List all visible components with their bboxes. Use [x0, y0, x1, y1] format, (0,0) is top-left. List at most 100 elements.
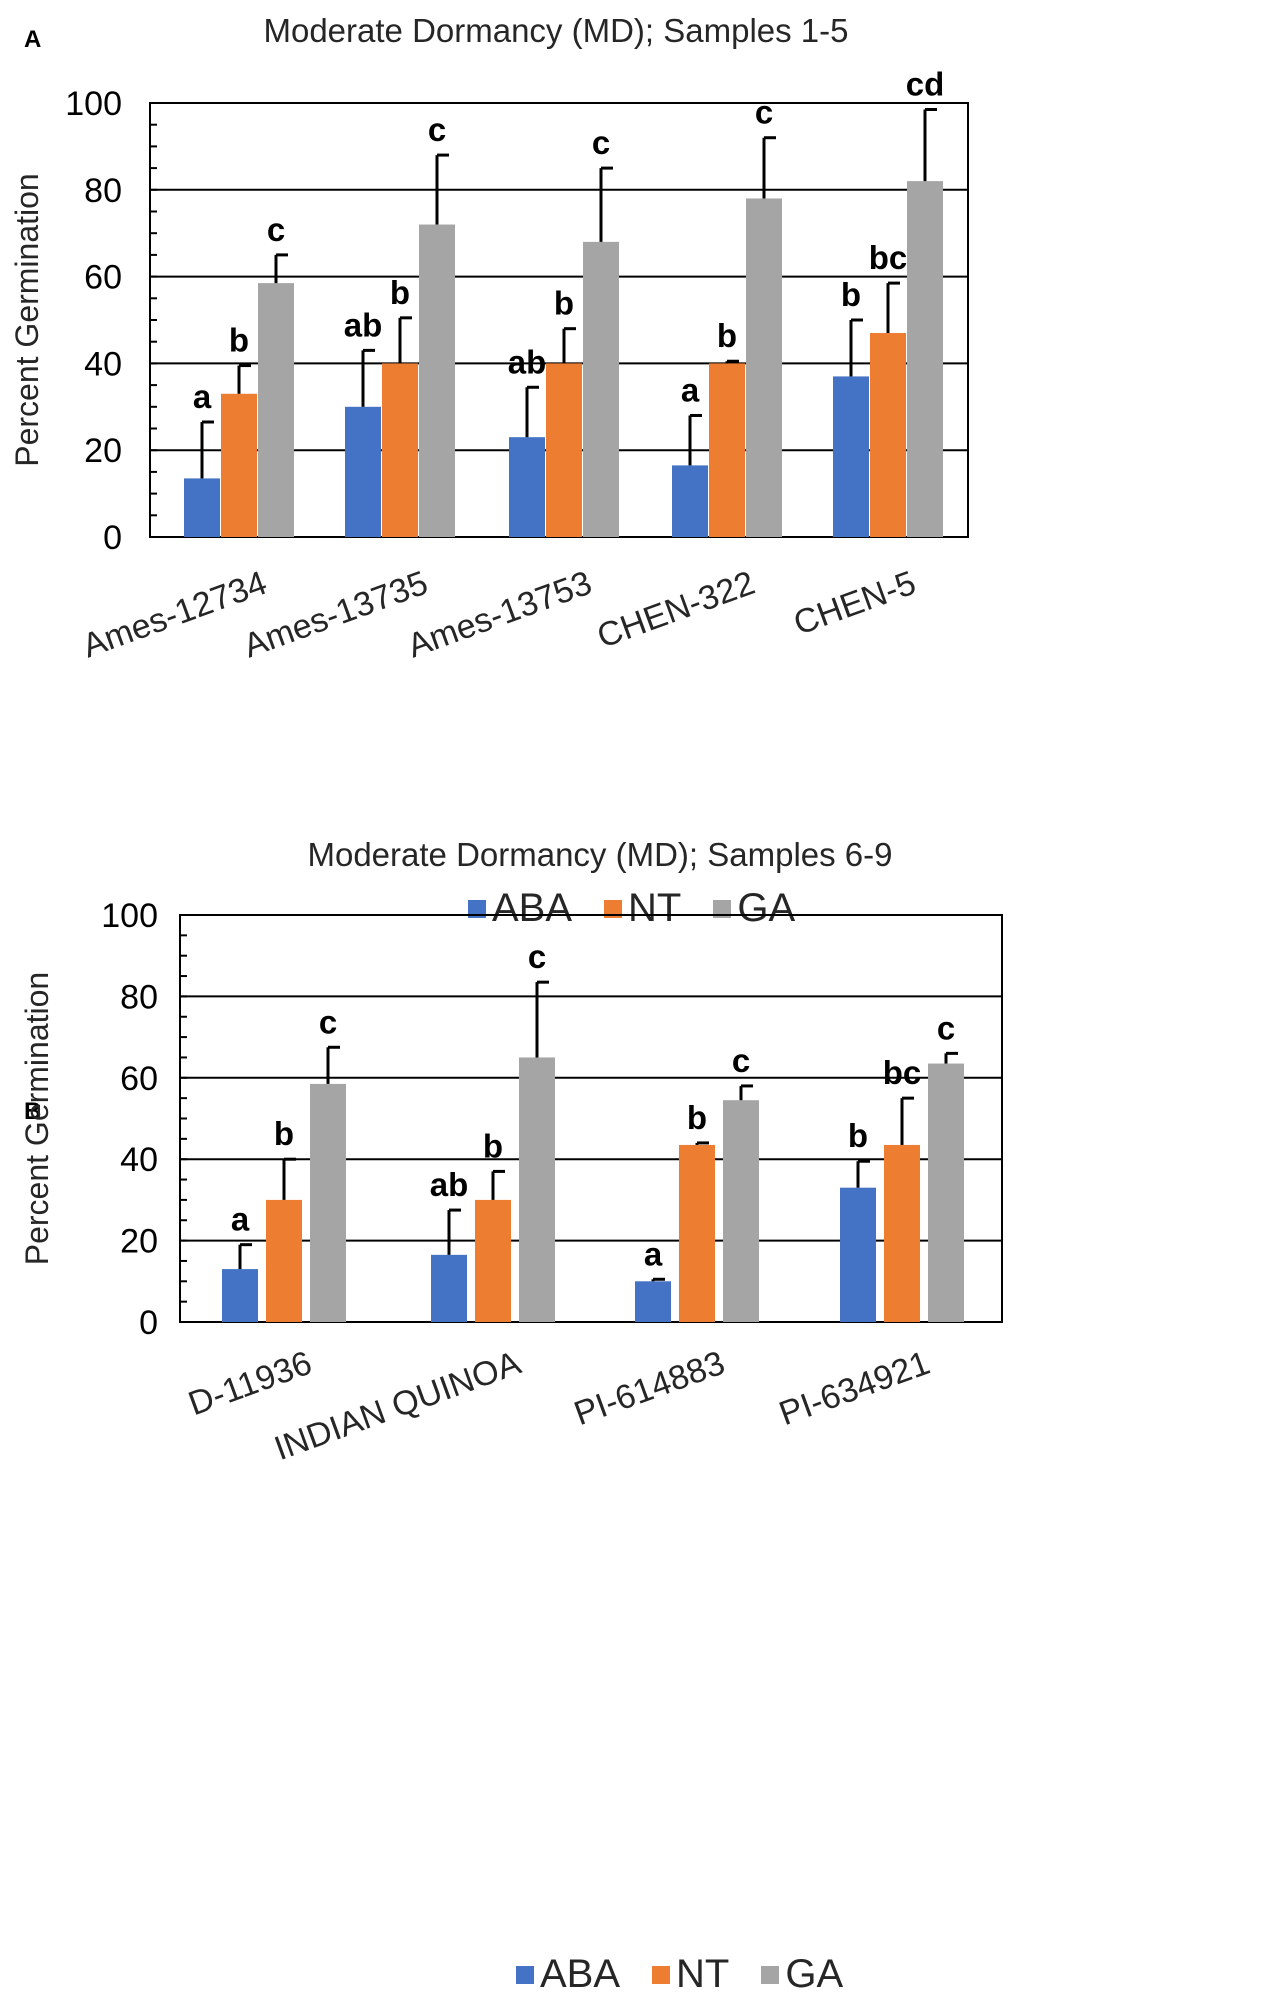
y-tick-label: 20 [84, 432, 122, 470]
significance-letter: c [592, 124, 610, 161]
legend-label-ga: GA [785, 1952, 844, 1996]
bar-aba-d-11936 [222, 1269, 258, 1322]
legend-item-ga: GA [761, 1952, 843, 1997]
y-tick-label: 100 [101, 897, 158, 935]
legend-swatch-ga [713, 899, 732, 918]
chart-panel-b: B Moderate Dormancy (MD); Samples 6-9 0 20… [0, 836, 1287, 1996]
bar-ga-indian-quinoa [519, 1057, 555, 1322]
bar-ga-pi-634921 [928, 1063, 964, 1322]
bar-ga-d-11936 [310, 1083, 346, 1322]
y-tick-label: 80 [84, 172, 122, 210]
significance-letter: b [274, 1115, 294, 1152]
significance-letter: c [732, 1042, 750, 1079]
bar-nt-d-11936 [266, 1199, 302, 1322]
bar-nt-chen-5 [870, 333, 906, 537]
legend-item-nt: NT [604, 886, 681, 931]
y-tick-label: 0 [139, 1304, 158, 1342]
x-tick-label: D-11936 [184, 1344, 317, 1423]
legend-label-aba: ABA [492, 886, 573, 930]
panel-label: B [24, 1098, 42, 1125]
chart-b-group: Moderate Dormancy (MD); Samples 6-9 0 20 40… [19, 836, 1003, 1468]
significance-letter: c [937, 1009, 955, 1046]
bar-ga-ames-13753 [583, 241, 619, 537]
y-tick-label: 60 [84, 259, 122, 297]
bar-aba-pi-634921 [840, 1187, 876, 1322]
legend-label-nt: NT [628, 886, 682, 930]
significance-letter: a [193, 378, 212, 415]
y-tick-label: 60 [120, 1060, 158, 1098]
x-tick-label: PI-614883 [569, 1344, 729, 1433]
y-tick-label: 20 [120, 1223, 158, 1261]
bar-ga-chen-5 [907, 181, 943, 537]
y-tick-label: 40 [120, 1141, 158, 1179]
significance-letter: b [848, 1117, 868, 1154]
significance-letter: c [428, 111, 446, 148]
significance-letter: cd [906, 66, 945, 103]
chart-a-svg: Moderate Dormancy (MD); Samples 1-5 0 20 40… [9, 12, 969, 666]
significance-letter: c [267, 211, 285, 248]
significance-letter: c [319, 1003, 337, 1040]
legend-swatch-ga [761, 1965, 780, 1984]
legend-swatch-nt [652, 1965, 671, 1984]
legend: ABA NT GA [468, 886, 795, 931]
y-tick-label: 80 [120, 978, 158, 1016]
bar-nt-ames-13735 [382, 363, 418, 537]
x-tick-label: Ames-12734 [78, 564, 272, 666]
significance-letter: a [681, 371, 700, 408]
legend-item-aba: ABA [516, 1952, 620, 1997]
legend-label-ga: GA [737, 886, 796, 930]
y-axis-label: Percent Germination [19, 972, 55, 1265]
bar-aba-ames-12734 [184, 478, 220, 537]
bar-ga-ames-12734 [258, 283, 294, 537]
plot-frame [179, 914, 1003, 1323]
significance-letter: bc [869, 239, 908, 276]
bar-ga-chen-322 [746, 198, 782, 538]
bar-nt-ames-13753 [546, 363, 582, 537]
bar-aba-indian-quinoa [431, 1254, 467, 1322]
significance-letter: b [687, 1099, 707, 1136]
bar-ga-pi-614883 [723, 1100, 759, 1322]
legend: ABA NT GA [516, 1952, 843, 1997]
x-tick-label: CHEN-5 [789, 564, 921, 643]
significance-letter: b [841, 276, 861, 313]
significance-letter: bc [883, 1054, 922, 1091]
significance-letter: a [644, 1235, 663, 1272]
bar-nt-pi-614883 [679, 1144, 715, 1322]
legend-swatch-nt [604, 899, 623, 918]
legend-item-ga: GA [713, 886, 795, 931]
significance-letter: b [554, 285, 574, 322]
significance-letter: b [483, 1127, 503, 1164]
x-tick-label: Ames-13735 [239, 564, 433, 666]
y-tick-label: 100 [65, 85, 122, 123]
bar-aba-ames-13735 [345, 406, 381, 537]
y-tick-label: 40 [84, 345, 122, 383]
significance-letter: c [755, 94, 773, 131]
significance-letter: ab [508, 343, 547, 380]
significance-letter: ab [430, 1166, 469, 1203]
legend-label-nt: NT [676, 1952, 730, 1996]
y-tick-label: 0 [103, 519, 122, 557]
bar-nt-pi-634921 [884, 1144, 920, 1322]
bar-aba-ames-13753 [509, 437, 545, 537]
significance-letter: a [231, 1201, 250, 1238]
bar-ga-ames-13735 [419, 224, 455, 537]
panel-label: A [24, 26, 42, 53]
significance-letter: b [390, 274, 410, 311]
x-tick-label: Ames-13753 [403, 564, 597, 666]
chart-b-svg: Moderate Dormancy (MD); Samples 6-9 0 20 40… [19, 836, 1003, 1468]
legend-swatch-aba [516, 1965, 534, 1984]
chart-title: Moderate Dormancy (MD); Samples 1-5 [263, 12, 848, 49]
significance-letter: ab [344, 306, 383, 343]
bar-aba-chen-322 [672, 465, 708, 537]
bar-nt-chen-322 [709, 363, 745, 537]
legend-item-aba: ABA [468, 886, 572, 931]
legend-swatch-aba [468, 899, 486, 918]
bar-aba-chen-5 [833, 376, 869, 537]
legend-item-nt: NT [652, 1952, 729, 1997]
significance-letter: b [717, 317, 737, 354]
chart-title: Moderate Dormancy (MD); Samples 6-9 [307, 836, 892, 873]
significance-letter: b [229, 322, 249, 359]
chart-panel-a: A Moderate Dormancy (MD); Samples 1-5 0 20… [0, 0, 1287, 980]
significance-letter: c [528, 938, 546, 975]
x-tick-label: PI-634921 [774, 1344, 934, 1433]
